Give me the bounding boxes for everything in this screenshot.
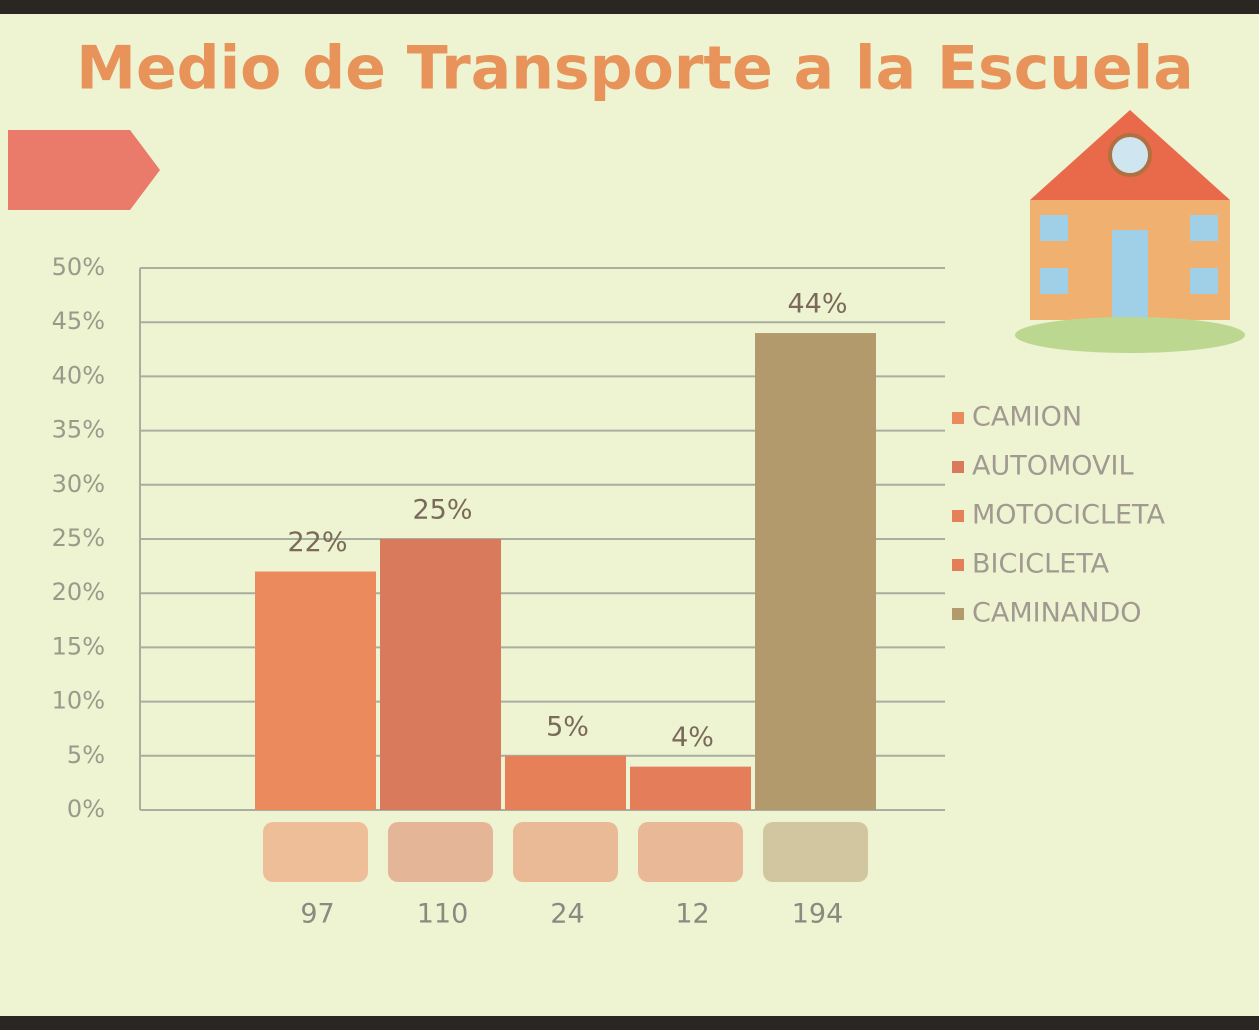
y-tick-label: 15%: [52, 632, 105, 660]
legend-label: BICICLETA: [972, 549, 1110, 580]
y-tick-label: 10%: [52, 687, 105, 715]
transport-icon: [263, 822, 368, 882]
transport-icon: [513, 822, 618, 882]
count-label: 97: [300, 899, 334, 930]
transport-icon: [638, 822, 743, 882]
bar: [255, 571, 376, 810]
value-label: 4%: [671, 722, 714, 753]
count-label: 194: [792, 899, 844, 930]
value-label: 25%: [412, 495, 472, 526]
value-label: 44%: [787, 289, 847, 320]
slide-background: [0, 14, 1259, 1016]
legend-label: AUTOMOVIL: [972, 451, 1134, 482]
y-tick-label: 20%: [52, 578, 105, 606]
y-tick-label: 35%: [52, 416, 105, 444]
legend-swatch: [952, 608, 964, 620]
legend-label: CAMION: [972, 402, 1082, 433]
y-tick-label: 40%: [52, 361, 105, 389]
value-label: 22%: [287, 527, 347, 558]
legend-swatch: [952, 559, 964, 571]
decor-arrow: [8, 130, 160, 210]
count-label: 12: [675, 899, 709, 930]
legend-label: CAMINANDO: [972, 598, 1142, 629]
count-label: 24: [550, 899, 584, 930]
bar: [630, 766, 751, 810]
school-icon: [1015, 110, 1245, 353]
value-label: 5%: [546, 711, 589, 742]
y-tick-label: 5%: [67, 741, 105, 769]
legend-swatch: [952, 412, 964, 424]
bar: [380, 539, 501, 810]
bar: [505, 755, 626, 810]
y-tick-label: 45%: [52, 307, 105, 335]
transport-icon: [763, 822, 868, 882]
y-tick-label: 50%: [52, 253, 105, 281]
count-label: 110: [417, 899, 469, 930]
y-tick-label: 25%: [52, 524, 105, 552]
y-tick-label: 30%: [52, 470, 105, 498]
legend-swatch: [952, 510, 964, 522]
chart-title: Medio de Transporte a la Escuela: [76, 34, 1193, 104]
y-tick-label: 0%: [67, 795, 105, 823]
bar: [755, 333, 876, 810]
legend-label: MOTOCICLETA: [972, 500, 1165, 531]
transport-icon: [388, 822, 493, 882]
legend-swatch: [952, 461, 964, 473]
